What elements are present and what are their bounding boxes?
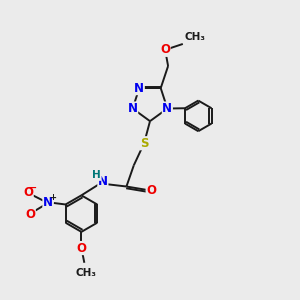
Text: H: H: [92, 170, 101, 180]
Text: O: O: [25, 208, 35, 221]
Text: CH₃: CH₃: [184, 32, 205, 43]
Text: N: N: [128, 102, 138, 115]
Text: O: O: [160, 43, 170, 56]
Text: O: O: [76, 242, 86, 254]
Text: S: S: [140, 137, 148, 150]
Text: N: N: [134, 82, 144, 94]
Text: N: N: [98, 175, 108, 188]
Text: N: N: [43, 196, 53, 209]
Text: O: O: [23, 186, 33, 199]
Text: CH₃: CH₃: [75, 268, 96, 278]
Text: O: O: [146, 184, 156, 196]
Text: +: +: [50, 193, 56, 202]
Text: N: N: [162, 102, 172, 115]
Text: −: −: [28, 183, 37, 193]
